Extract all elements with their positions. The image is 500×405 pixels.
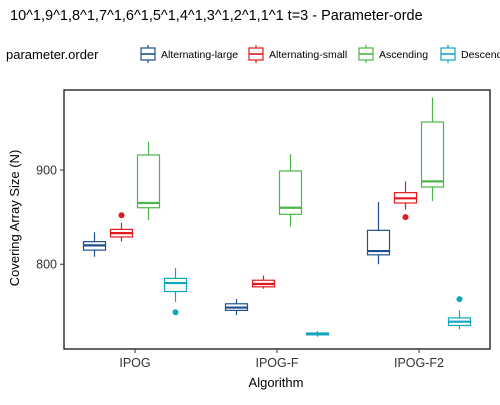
box-outlier (118, 212, 125, 219)
legend-label: Descending (461, 49, 500, 61)
box-outlier (456, 296, 463, 303)
box-group (278, 154, 303, 227)
legend-label: Alternating-large (161, 49, 238, 61)
plot-area: 800 900 IPOG IPOG-F IPOG-F2 (36, 89, 491, 370)
y-tick-label: 800 (36, 258, 57, 272)
box-rect (420, 121, 445, 188)
box-group (366, 202, 391, 265)
legend-title: parameter.order (6, 47, 99, 62)
box-outlier (402, 214, 409, 221)
legend-entry: Alternating-large (140, 45, 238, 63)
legend-entry: Alternating-small (248, 45, 347, 63)
legend-entry: Descending (440, 45, 500, 63)
chart-title: 10^1,9^1,8^1,7^1,6^1,5^1,4^1,3^1,2^1,1^1… (10, 8, 423, 24)
box-rect (366, 229, 391, 256)
box-group (136, 141, 161, 220)
y-tick-label: 900 (36, 164, 57, 178)
box-rect (136, 154, 161, 209)
box-group (224, 299, 249, 316)
box-group (420, 97, 445, 202)
box-group (393, 181, 418, 221)
legend-label: Ascending (379, 49, 428, 61)
box-group (305, 331, 330, 337)
box-rect (278, 170, 303, 215)
legend-label: Alternating-small (269, 49, 347, 61)
box-group (163, 268, 188, 316)
x-tick-label: IPOG-F (255, 356, 298, 370)
legend: parameter.order Alternating-large Alterna… (6, 45, 500, 63)
x-tick-label: IPOG (119, 356, 150, 370)
box-group (447, 296, 472, 330)
box-rect (163, 277, 188, 293)
legend-entry: Ascending (358, 45, 428, 63)
box-group (82, 232, 107, 257)
x-axis-label: Algorithm (249, 375, 304, 390)
y-axis-label: Covering Array Size (N) (7, 150, 22, 287)
x-tick-label: IPOG-F2 (394, 356, 444, 370)
box-group (251, 275, 276, 289)
box-outlier (172, 309, 179, 316)
box-group (109, 212, 134, 242)
